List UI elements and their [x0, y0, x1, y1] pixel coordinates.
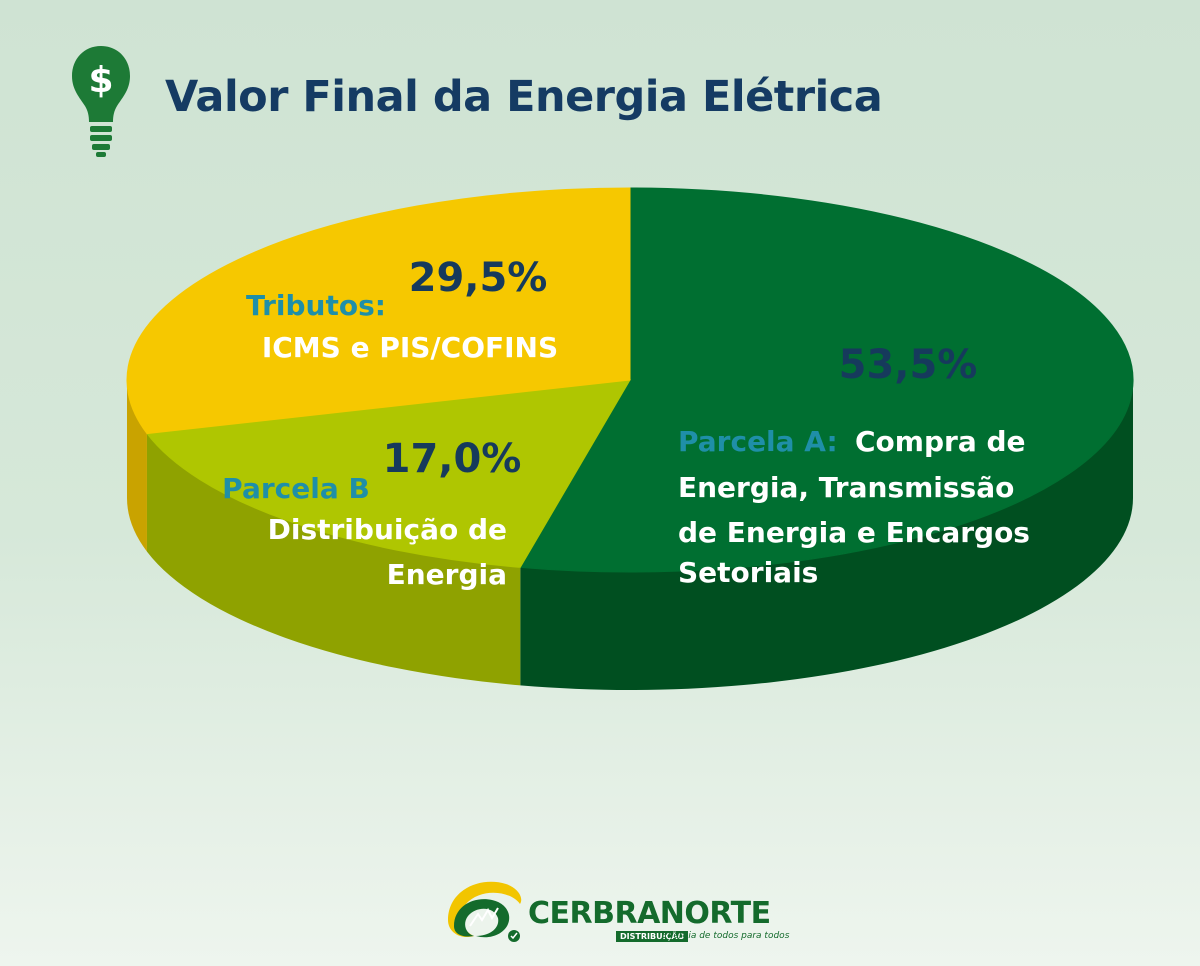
brand-sub: DISTRIBUIÇÃO — [616, 931, 689, 942]
slice-label-line-1-0: Distribuição de — [268, 513, 507, 546]
slice-label-line-0-0: Compra de — [855, 425, 1026, 458]
brand-name: CERBRANORTE — [528, 896, 771, 931]
slice-label-head-2: Tributos: — [246, 289, 386, 322]
slice-label-line-0-2: de Energia e Encargos — [678, 516, 1030, 549]
pie-side-0 — [520, 380, 1133, 690]
pie-side-1 — [146, 433, 521, 686]
brand-tagline: Energia de todos para todos — [662, 931, 790, 941]
pie-slice-1 — [146, 379, 631, 568]
slice-label-line-0-1: Energia, Transmissão — [678, 471, 1014, 504]
slice-percent-2: 29,5% — [409, 255, 548, 301]
slice-label-line-2-0: ICMS e PIS/COFINS — [262, 331, 558, 364]
slice-label-head-1: Parcela B — [222, 472, 370, 505]
pie-slice-0 — [519, 187, 1134, 573]
slice-label-line-1-1: Energia — [387, 558, 507, 591]
slice-percent-1: 17,0% — [383, 436, 522, 482]
footer-logo: CERBRANORTE DISTRIBUIÇÃO Energia de todo… — [440, 862, 789, 952]
svg-text:$: $ — [88, 60, 113, 101]
pie-slice-2 — [126, 187, 631, 435]
pie-side-2 — [127, 380, 147, 552]
slice-label-line-0-3: Setoriais — [678, 556, 818, 589]
header: $ Valor Final da Energia Elétrica — [70, 42, 970, 162]
dollar-lightbulb-icon: $ — [72, 46, 130, 157]
page-title: Valor Final da Energia Elétrica — [165, 72, 883, 122]
slice-percent-0: 53,5% — [839, 342, 978, 388]
slice-label-head-0: Parcela A: — [678, 425, 838, 458]
cerbranorte-logo-icon — [448, 881, 522, 942]
